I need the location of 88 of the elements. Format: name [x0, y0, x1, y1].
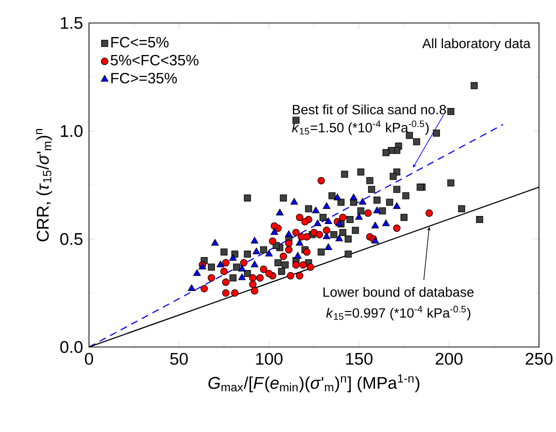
point [222, 278, 230, 286]
point [188, 284, 196, 291]
point [231, 289, 238, 297]
point [290, 198, 298, 205]
point [339, 214, 347, 222]
point [294, 252, 302, 259]
point [296, 214, 304, 222]
point [296, 239, 304, 246]
point [208, 274, 216, 282]
point [393, 224, 401, 232]
y-tick-label: 1.0 [60, 125, 82, 137]
point [285, 240, 293, 248]
point [276, 208, 284, 216]
point [322, 232, 330, 240]
point [252, 248, 260, 254]
point [316, 230, 324, 238]
text: G$_{max}$/[F(e$_{min}$)(σ'$_{m}$)$^{n}$] (MPa$^{1-n}$) [208, 374, 420, 392]
x-tick-label: 0 [84, 352, 94, 365]
point [322, 226, 330, 234]
annotation: Best fit of Silica sand no.8 [292, 104, 446, 114]
text: CRR, (τ$_{15}$/σ'$_{m}$)$^{n}$ [36, 129, 52, 242]
point [285, 230, 293, 237]
point [296, 272, 304, 280]
point [256, 274, 264, 282]
point [292, 228, 300, 236]
point [312, 206, 320, 214]
x-tick-label: 100 [256, 352, 282, 365]
point [220, 268, 228, 276]
point [211, 239, 219, 246]
point [318, 176, 325, 184]
point [200, 284, 208, 292]
point [364, 209, 372, 217]
point [382, 220, 390, 226]
y-tick-label: 0.0 [60, 341, 82, 353]
point [303, 233, 311, 241]
point [216, 260, 224, 268]
annotation: Lower bound of database [324, 286, 474, 297]
point [250, 260, 258, 268]
point [358, 198, 366, 205]
point [270, 222, 278, 230]
y-tick-label: 1.5 [60, 17, 82, 29]
annotation: All laboratory data [422, 38, 531, 51]
point [300, 261, 307, 269]
point [371, 222, 379, 228]
annotation: k$_{15}$=1.50 (*10$^{-4}$ kPa$^{-0.5}$) [292, 120, 429, 136]
x-tick-label: 150 [346, 352, 372, 365]
x-tick-label: 200 [436, 352, 462, 365]
point [334, 194, 342, 200]
point [324, 217, 332, 224]
point [238, 264, 246, 272]
point [306, 263, 314, 271]
x-tick-label: 250 [526, 352, 552, 365]
point [240, 259, 248, 266]
x-tick-label: 50 [170, 352, 188, 365]
point [314, 220, 322, 226]
point [286, 272, 294, 280]
point [280, 252, 288, 260]
point [301, 218, 309, 226]
point [238, 274, 246, 280]
point [292, 261, 300, 269]
point [193, 269, 201, 276]
legend-label: 5%<FC<35% [110, 54, 198, 66]
point [373, 206, 381, 214]
point [285, 246, 293, 254]
legend-label: FC>=35% [111, 72, 177, 84]
point [260, 266, 268, 273]
point [426, 209, 433, 217]
point [355, 213, 363, 220]
point [324, 243, 332, 250]
point [265, 250, 273, 256]
legend-label: FC<=5% [111, 36, 169, 48]
point [229, 254, 237, 261]
point [222, 259, 230, 266]
point [250, 236, 258, 244]
point [335, 234, 343, 242]
point [250, 287, 258, 295]
annotation: k$_{15}$=0.997 (*10$^{-4}$ kPa$^{-0.5}$) [326, 306, 470, 320]
y-tick-label: 0.5 [60, 233, 82, 245]
point [222, 289, 230, 297]
point [249, 274, 256, 282]
point [393, 202, 401, 209]
point [268, 237, 276, 245]
point [249, 280, 256, 288]
point [350, 194, 358, 200]
point [270, 228, 278, 235]
point [265, 270, 273, 278]
point [322, 202, 330, 209]
point [303, 248, 311, 256]
